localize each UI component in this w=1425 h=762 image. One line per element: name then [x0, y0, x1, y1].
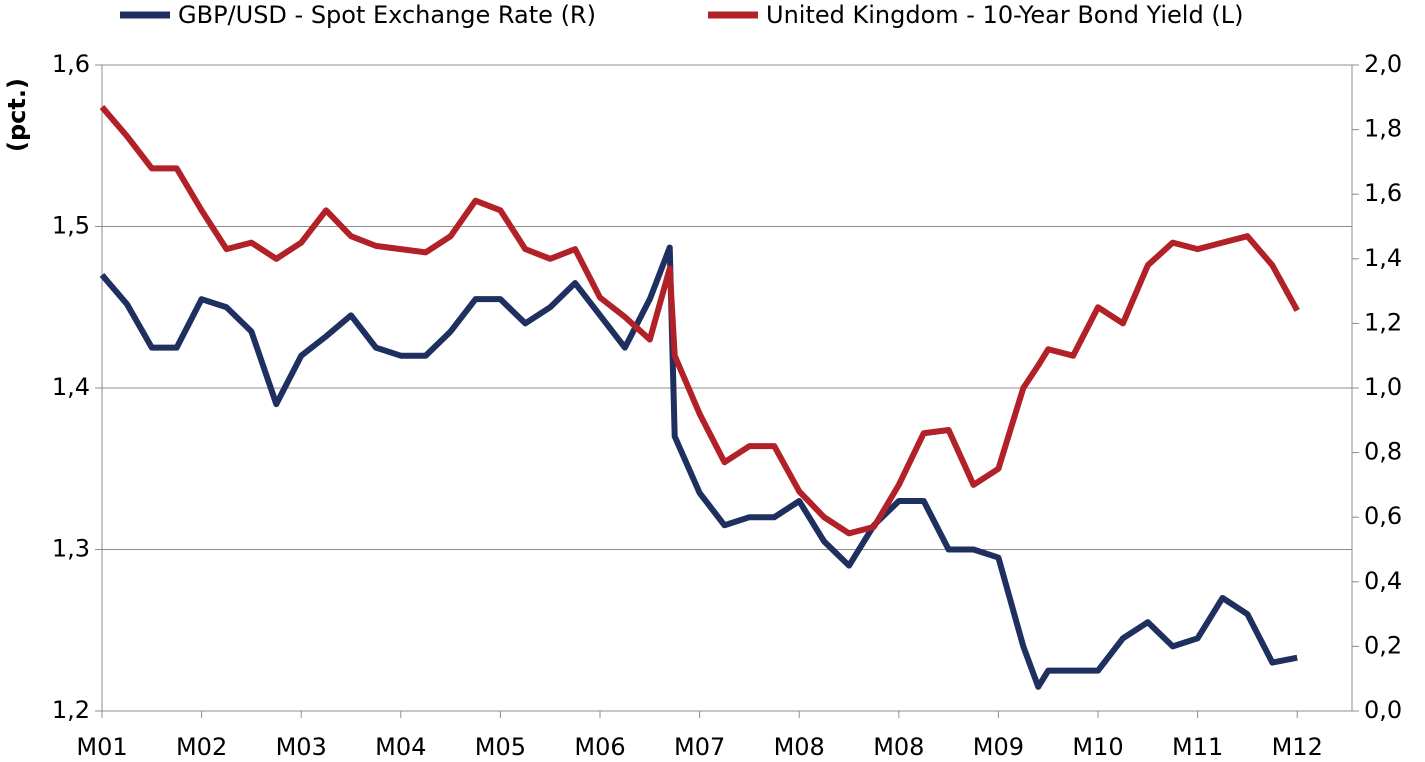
y2-tick-label: 0,8: [1364, 438, 1402, 466]
y-tick-label: 1,3: [52, 535, 90, 563]
x-tick-label: M03: [276, 733, 327, 761]
series-line: [99, 105, 1300, 537]
x-tick-label: M01: [76, 733, 127, 761]
y-axis-label: (pct.): [3, 78, 31, 152]
y-tick-label: 1,5: [52, 212, 90, 240]
y2-tick-label: 0,2: [1364, 631, 1402, 659]
y2-tick-label: 1,0: [1364, 373, 1402, 401]
x-tick-label: M06: [574, 733, 625, 761]
x-tick-label: M08: [873, 733, 924, 761]
x-tick-label: M11: [1172, 733, 1223, 761]
x-tick-label: M07: [674, 733, 725, 761]
x-tick-label: M10: [1072, 733, 1123, 761]
y2-tick-label: 0,0: [1364, 696, 1402, 724]
y2-tick-label: 2,0: [1364, 50, 1402, 78]
x-tick-label: M08: [774, 733, 825, 761]
y2-tick-label: 1,4: [1364, 244, 1402, 272]
y2-tick-label: 1,6: [1364, 179, 1402, 207]
x-tick-label: M05: [475, 733, 526, 761]
y-tick-label: 1,4: [52, 373, 90, 401]
x-tick-label: M12: [1272, 733, 1323, 761]
legend-label: GBP/USD - Spot Exchange Rate (R): [178, 1, 596, 29]
series-line: [99, 244, 1298, 690]
y-tick-label: 1,6: [52, 50, 90, 78]
y2-tick-label: 1,2: [1364, 308, 1402, 336]
legend-label: United Kingdom - 10-Year Bond Yield (L): [766, 1, 1243, 29]
x-tick-label: M04: [375, 733, 426, 761]
y-tick-label: 1,2: [52, 696, 90, 724]
y2-tick-label: 0,4: [1364, 567, 1402, 595]
y2-tick-label: 1,8: [1364, 115, 1402, 143]
x-tick-label: M09: [973, 733, 1024, 761]
y2-tick-label: 0,6: [1364, 502, 1402, 530]
x-tick-label: M02: [176, 733, 227, 761]
